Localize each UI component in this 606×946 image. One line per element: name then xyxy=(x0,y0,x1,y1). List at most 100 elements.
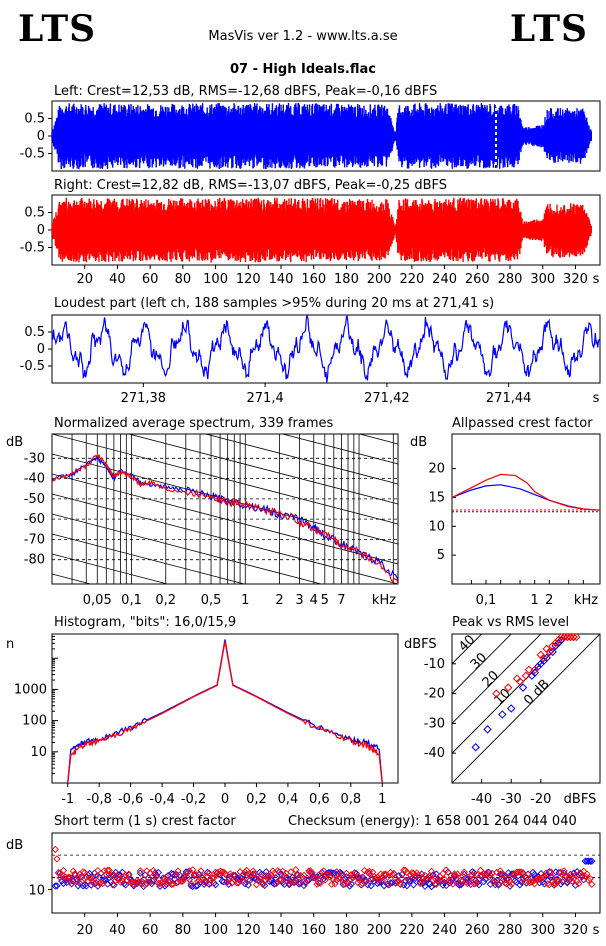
x-tick-label: 120 xyxy=(236,923,261,938)
histogram-title: Histogram, "bits": 16,0/15,9 xyxy=(54,615,236,630)
crest-point-1 xyxy=(383,873,391,881)
scatter-point-0 xyxy=(498,710,507,719)
y-tick-label: -0.5 xyxy=(20,147,45,162)
crest-point-1 xyxy=(493,868,501,876)
crest-point-1 xyxy=(521,878,529,886)
x-tick-label: 271,4 xyxy=(247,391,284,406)
crest-point-0 xyxy=(275,868,284,876)
crest-point-1 xyxy=(195,876,203,885)
crest-point-0 xyxy=(367,882,375,890)
crest-point-1 xyxy=(519,875,527,883)
crest-point-0 xyxy=(257,870,266,879)
crest-point-1 xyxy=(94,866,102,875)
crest-point-1 xyxy=(264,874,272,883)
crest-point-1 xyxy=(385,880,393,889)
crest-point-1 xyxy=(92,872,100,881)
crest-point-1 xyxy=(530,880,539,888)
crest-point-1 xyxy=(544,880,552,888)
crest-point-0 xyxy=(584,857,593,865)
crest-point-0 xyxy=(318,868,326,877)
x-tick-label: 300 xyxy=(530,923,555,938)
crest-point-1 xyxy=(59,866,68,875)
crest-point-1 xyxy=(575,879,583,888)
crest-point-0 xyxy=(223,878,231,886)
crest-point-1 xyxy=(308,868,316,877)
x-tick-label: -0,8 xyxy=(86,792,111,807)
x-tick-label: 140 xyxy=(269,272,294,287)
crest-point-0 xyxy=(586,857,594,865)
right-waveform-title: Right: Crest=12,82 dB, RMS=-13,07 dBFS, … xyxy=(54,178,447,193)
x-tick-label: 60 xyxy=(142,272,159,287)
crest-point-1 xyxy=(491,877,499,885)
crest-point-1 xyxy=(205,869,213,877)
crest-point-1 xyxy=(310,874,318,882)
crest-point-1 xyxy=(426,872,434,880)
x-tick-label: 3 xyxy=(295,593,303,608)
crest-point-1 xyxy=(470,880,478,888)
histogram-frame xyxy=(51,633,399,784)
crest-point-1 xyxy=(280,871,288,879)
scatter-point-1 xyxy=(563,634,572,642)
crest-point-0 xyxy=(270,880,279,888)
x-tick-label: 1 xyxy=(378,792,386,807)
crest-point-1 xyxy=(123,876,131,885)
crest-point-0 xyxy=(377,878,385,886)
crest-point-0 xyxy=(218,877,226,885)
crest-point-0 xyxy=(53,882,61,890)
crest-point-1 xyxy=(396,880,405,888)
crest-point-0 xyxy=(486,880,495,888)
y-tick-label: 0 xyxy=(37,223,45,238)
lts-logo-right: LTS xyxy=(509,8,588,50)
slope-line xyxy=(52,473,398,565)
crest-point-1 xyxy=(566,870,575,878)
crest-point-1 xyxy=(454,870,462,878)
crest-point-1 xyxy=(336,874,344,882)
crest-point-0 xyxy=(64,874,72,882)
crest-point-1 xyxy=(200,878,208,886)
crest-point-1 xyxy=(51,845,59,854)
crest-point-0 xyxy=(332,876,341,884)
crest-point-0 xyxy=(87,881,95,889)
scatter-point-1 xyxy=(548,641,557,651)
crest-point-0 xyxy=(463,875,472,883)
slope-line xyxy=(52,513,323,584)
crest-point-0 xyxy=(350,869,359,877)
y-tick-label: -0.5 xyxy=(20,359,45,374)
y-tick-label: 1000 xyxy=(14,682,47,697)
crest-point-1 xyxy=(169,880,177,888)
crest-line xyxy=(452,634,542,725)
scatter-point-1 xyxy=(521,671,531,680)
crest-line-label: 40 xyxy=(456,632,478,654)
x-tick-label: 1 xyxy=(241,593,249,608)
crest-point-1 xyxy=(588,880,596,889)
crest-point-1 xyxy=(241,868,249,876)
crest-point-1 xyxy=(177,877,185,886)
crest-point-1 xyxy=(185,867,194,875)
x-tick-label: 0,1 xyxy=(476,593,497,608)
scatter-point-1 xyxy=(554,635,563,645)
crest-point-0 xyxy=(282,874,290,882)
scatter-point-1 xyxy=(569,634,578,642)
crest-point-1 xyxy=(74,872,82,881)
crest-point-1 xyxy=(117,878,125,886)
scatter-point-0 xyxy=(548,647,557,657)
crest-point-1 xyxy=(547,868,555,876)
scatter-point-1 xyxy=(551,638,560,648)
crest-point-1 xyxy=(115,875,123,884)
y-tick-label: -20 xyxy=(424,687,445,702)
crest-point-1 xyxy=(223,878,231,886)
crest-point-0 xyxy=(76,879,84,887)
crest-point-1 xyxy=(187,879,195,888)
crest-point-1 xyxy=(179,877,187,885)
spectrum-frame xyxy=(51,433,399,585)
crest-point-1 xyxy=(403,868,411,877)
crest-point-0 xyxy=(149,876,158,885)
crest-point-0 xyxy=(167,869,176,878)
slope-line xyxy=(127,434,398,505)
crest-point-1 xyxy=(555,877,563,885)
x-unit-label: s xyxy=(593,272,600,287)
crest-point-1 xyxy=(112,876,120,885)
crest-point-1 xyxy=(99,880,107,888)
y-axis-label: dBFS xyxy=(404,637,437,652)
crest-point-1 xyxy=(424,873,432,881)
